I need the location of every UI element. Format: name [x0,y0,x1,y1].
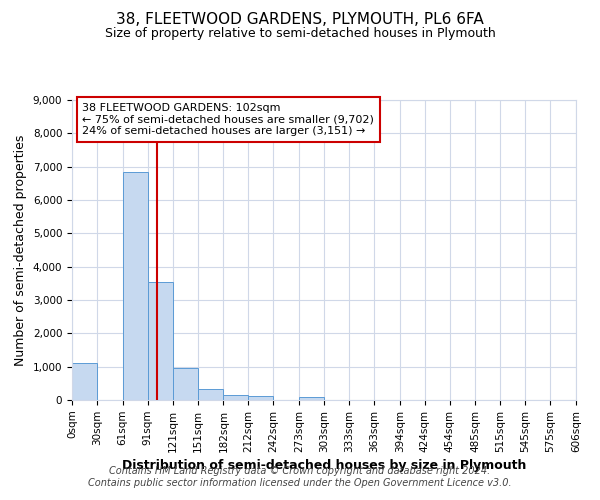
Bar [248,396,273,400]
Bar [223,396,248,400]
Text: Contains HM Land Registry data © Crown copyright and database right 2024.
Contai: Contains HM Land Registry data © Crown c… [88,466,512,487]
Text: 38, FLEETWOOD GARDENS, PLYMOUTH, PL6 6FA: 38, FLEETWOOD GARDENS, PLYMOUTH, PL6 6FA [116,12,484,28]
Bar [72,364,97,400]
Text: 38 FLEETWOOD GARDENS: 102sqm
← 75% of semi-detached houses are smaller (9,702)
2: 38 FLEETWOOD GARDENS: 102sqm ← 75% of se… [82,103,374,136]
Bar [148,282,173,400]
Bar [123,172,148,400]
Bar [173,368,197,400]
X-axis label: Distribution of semi-detached houses by size in Plymouth: Distribution of semi-detached houses by … [122,459,526,472]
Text: Size of property relative to semi-detached houses in Plymouth: Size of property relative to semi-detach… [104,28,496,40]
Y-axis label: Number of semi-detached properties: Number of semi-detached properties [14,134,27,366]
Bar [197,388,223,400]
Bar [299,397,324,400]
